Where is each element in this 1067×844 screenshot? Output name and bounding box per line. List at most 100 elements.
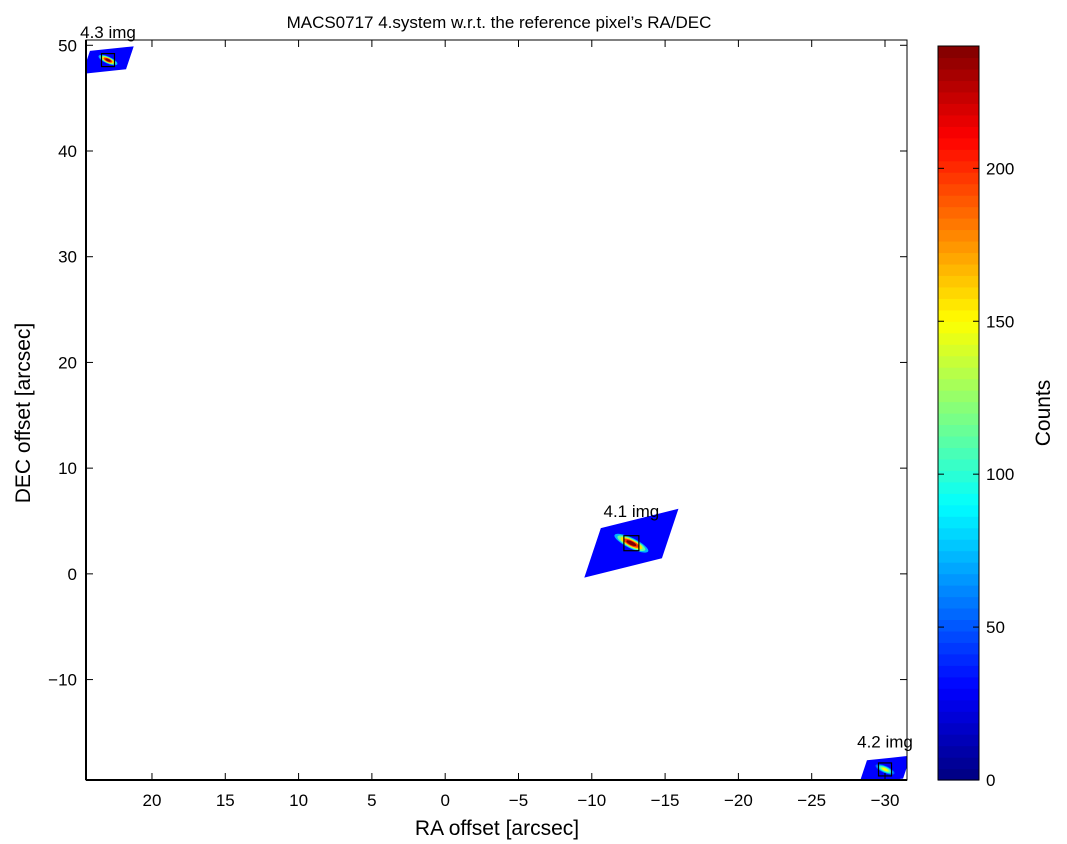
x-tick-label: −15 xyxy=(651,791,680,810)
colorbar-step xyxy=(938,607,979,621)
colorbar-step xyxy=(938,722,979,735)
colorbar-step xyxy=(938,275,979,288)
colorbar-step xyxy=(938,688,979,701)
image-label: 4.1 img xyxy=(604,502,660,521)
x-tick-label: −5 xyxy=(509,791,528,810)
colorbar-step xyxy=(938,218,979,231)
colorbar-step xyxy=(938,263,979,276)
y-tick-label: 10 xyxy=(58,459,77,478)
colorbar-step xyxy=(938,378,979,391)
colorbar-step xyxy=(938,619,979,632)
colorbar-step xyxy=(938,642,979,655)
intensity-contour xyxy=(882,767,888,772)
colorbar: 0 50 100 150 200 xyxy=(937,45,1014,790)
colorbar-step xyxy=(938,206,979,219)
colorbar-step xyxy=(938,493,979,506)
colorbar-step xyxy=(938,757,979,770)
colorbar-step xyxy=(938,240,979,254)
intensity-contour xyxy=(105,58,111,62)
colorbar-step xyxy=(938,562,979,575)
colorbar-step xyxy=(938,699,979,712)
colorbar-step xyxy=(938,424,979,437)
chart-title: MACS0717 4.system w.r.t. the reference p… xyxy=(287,13,712,32)
colorbar-frame xyxy=(937,45,980,781)
colorbar-step xyxy=(938,413,979,426)
image-cutout xyxy=(859,755,907,780)
intensity-contour xyxy=(626,540,637,547)
x-tick-label: 15 xyxy=(216,791,235,810)
colorbar-step xyxy=(938,401,979,414)
colorbar-step xyxy=(938,550,979,563)
x-tick-label: 20 xyxy=(143,791,162,810)
colorbar-step xyxy=(938,665,979,678)
colorbar-step xyxy=(938,195,979,208)
image-cutout xyxy=(584,508,679,578)
colorbar-tick-label: 200 xyxy=(986,159,1014,178)
colorbar-step xyxy=(938,539,979,552)
colorbar-step xyxy=(938,68,979,82)
colorbar-step xyxy=(938,286,979,299)
colorbar-step xyxy=(938,768,979,781)
colorbar-step xyxy=(938,80,979,93)
colorbar-step xyxy=(938,309,979,322)
colorbar-tick-label: 0 xyxy=(986,771,995,790)
colorbar-step xyxy=(938,653,979,666)
colorbar-step xyxy=(938,458,979,471)
image-cutouts xyxy=(86,46,907,780)
colorbar-step xyxy=(938,745,979,758)
colorbar-step xyxy=(938,630,979,643)
colorbar-step xyxy=(938,367,979,380)
image-label: 4.3 img xyxy=(80,23,136,42)
colorbar-step xyxy=(938,126,979,139)
colorbar-step xyxy=(938,711,979,724)
image-label: 4.2 img xyxy=(857,732,913,751)
colorbar-step xyxy=(938,91,979,104)
colorbar-step xyxy=(938,114,979,127)
colorbar-step xyxy=(938,183,979,196)
image-cutout xyxy=(86,46,134,74)
colorbar-step xyxy=(938,447,979,460)
x-tick-label: −10 xyxy=(577,791,606,810)
colorbar-step xyxy=(938,172,979,185)
colorbar-step xyxy=(938,596,979,609)
colorbar-label: Counts xyxy=(1032,380,1055,447)
colorbar-step xyxy=(938,516,979,529)
colorbar-step xyxy=(938,435,979,449)
colorbar-step xyxy=(938,103,979,116)
reference-box xyxy=(100,52,116,68)
colorbar-step xyxy=(938,390,979,403)
colorbar-step xyxy=(938,57,979,70)
x-tick-label: 5 xyxy=(367,791,376,810)
y-tick-label: −10 xyxy=(48,671,77,690)
colorbar-step xyxy=(938,470,979,483)
colorbar-step xyxy=(938,137,979,150)
colorbar-step xyxy=(938,527,979,540)
x-tick-label: 0 xyxy=(440,791,449,810)
colorbar-step xyxy=(938,481,979,494)
x-tick-label: −25 xyxy=(797,791,826,810)
y-tick-label: 0 xyxy=(68,565,77,584)
y-tick-label: 40 xyxy=(58,142,77,161)
x-tick-label: −30 xyxy=(871,791,900,810)
colorbar-step xyxy=(938,573,979,586)
colorbar-step xyxy=(938,355,979,368)
colorbar-tick-label: 50 xyxy=(986,618,1005,637)
x-tick-label: 10 xyxy=(289,791,308,810)
colorbar-step xyxy=(938,734,979,747)
colorbar-step xyxy=(938,504,979,517)
colorbar-step xyxy=(938,46,979,59)
colorbar-step xyxy=(938,344,979,357)
y-tick-label: 50 xyxy=(58,36,77,55)
y-tick-label: 30 xyxy=(58,248,77,267)
colorbar-step xyxy=(938,160,979,173)
x-tick-label: −20 xyxy=(724,791,753,810)
colorbar-step xyxy=(938,229,979,242)
colorbar-step xyxy=(938,149,979,162)
colorbar-step xyxy=(938,332,979,345)
axes-frame xyxy=(85,39,908,781)
y-axis-ticks: 50 40 30 20 10 0 −10 xyxy=(48,36,907,690)
x-axis-label: RA offset [arcsec] xyxy=(415,817,579,840)
image-labels: 4.1 img 4.2 img 4.3 img xyxy=(80,23,913,751)
colorbar-step xyxy=(938,585,979,598)
